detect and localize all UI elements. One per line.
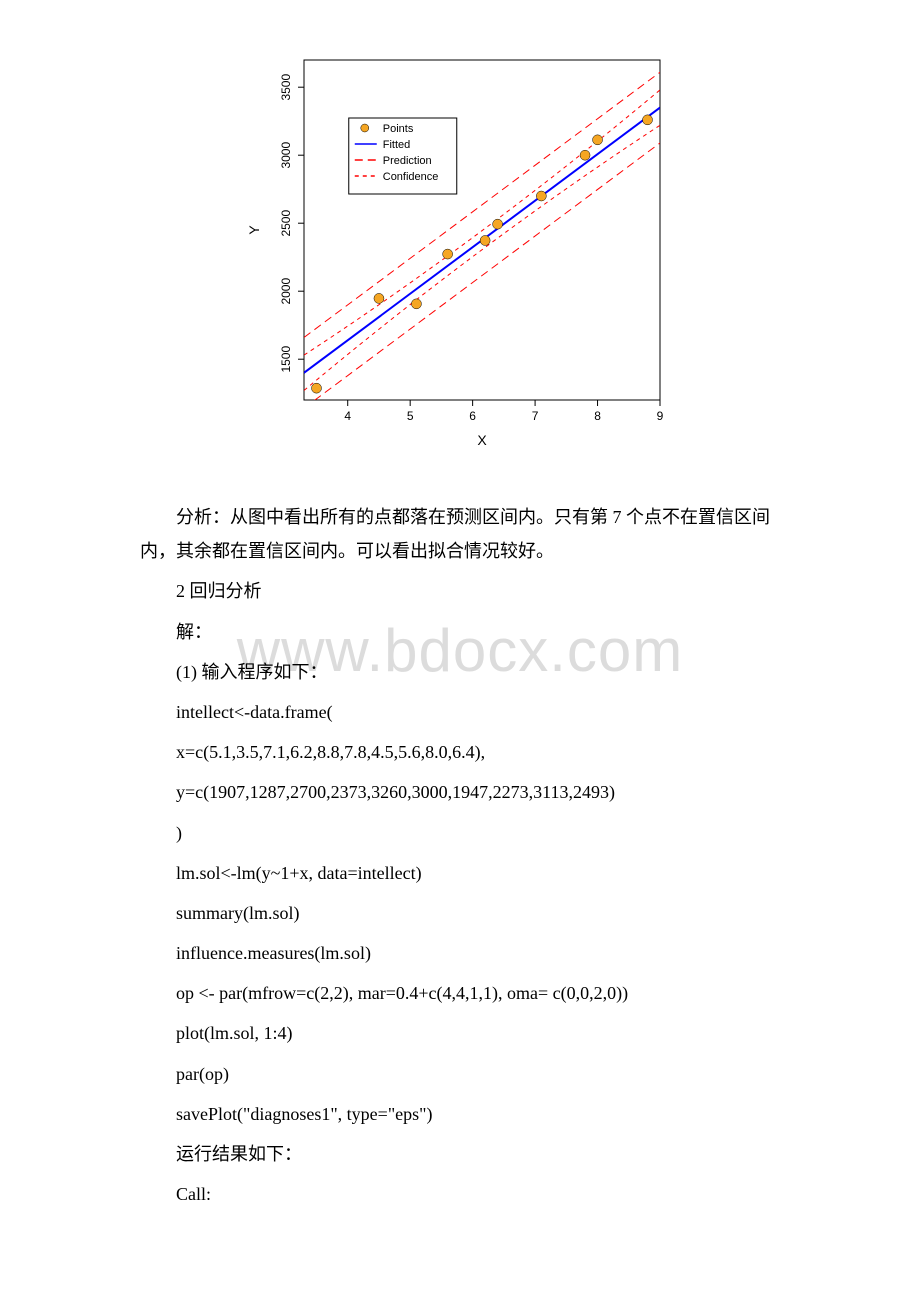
- svg-text:5: 5: [407, 409, 414, 423]
- svg-text:1500: 1500: [279, 346, 293, 373]
- code-line: x=c(5.1,3.5,7.1,6.2,8.8,7.8,4.5,5.6,8.0,…: [140, 735, 780, 769]
- svg-text:4: 4: [344, 409, 351, 423]
- code-line: op <- par(mfrow=c(2,2), mar=0.4+c(4,4,1,…: [140, 976, 780, 1010]
- svg-text:6: 6: [469, 409, 476, 423]
- svg-text:8: 8: [594, 409, 601, 423]
- analysis-paragraph: 分析：从图中看出所有的点都落在预测区间内。只有第 7 个点不在置信区间内，其余都…: [140, 500, 780, 568]
- svg-text:7: 7: [532, 409, 539, 423]
- code-line: 解：: [140, 615, 780, 649]
- code-lines: 2 回归分析解： (1) 输入程序如下： intellect<-data.frame…: [140, 574, 780, 1211]
- code-line: par(op): [140, 1057, 780, 1091]
- svg-text:Confidence: Confidence: [383, 171, 439, 183]
- svg-text:X: X: [477, 432, 487, 448]
- svg-text:3500: 3500: [279, 74, 293, 101]
- svg-text:9: 9: [657, 409, 664, 423]
- chart-container: 4 5 6 7 8 9 1500 2000 2500 3000 3500 X Y Points Fitted…: [140, 40, 780, 470]
- code-line: 2 回归分析: [140, 574, 780, 608]
- code-line: Call:: [140, 1177, 780, 1211]
- svg-text:2500: 2500: [279, 210, 293, 237]
- text-content: 分析：从图中看出所有的点都落在预测区间内。只有第 7 个点不在置信区间内，其余都…: [140, 500, 780, 1211]
- regression-chart: 4 5 6 7 8 9 1500 2000 2500 3000 3500 X Y Points Fitted…: [240, 40, 680, 470]
- code-line: savePlot("diagnoses1", type="eps"): [140, 1097, 780, 1131]
- code-line: plot(lm.sol, 1:4): [140, 1016, 780, 1050]
- code-line: lm.sol<-lm(y~1+x, data=intellect): [140, 856, 780, 890]
- code-line: y=c(1907,1287,2700,2373,3260,3000,1947,2…: [140, 775, 780, 809]
- code-line: ): [140, 816, 780, 850]
- svg-text:3000: 3000: [279, 142, 293, 169]
- svg-text:Y: Y: [246, 225, 262, 235]
- svg-text:Prediction: Prediction: [383, 155, 432, 167]
- code-line: influence.measures(lm.sol): [140, 936, 780, 970]
- svg-text:Fitted: Fitted: [383, 139, 411, 151]
- code-line: 运行结果如下：: [140, 1137, 780, 1171]
- svg-text:Points: Points: [383, 123, 414, 135]
- code-line: (1) 输入程序如下：: [140, 655, 780, 689]
- code-line: intellect<-data.frame(: [140, 695, 780, 729]
- svg-text:2000: 2000: [279, 278, 293, 305]
- code-line: summary(lm.sol): [140, 896, 780, 930]
